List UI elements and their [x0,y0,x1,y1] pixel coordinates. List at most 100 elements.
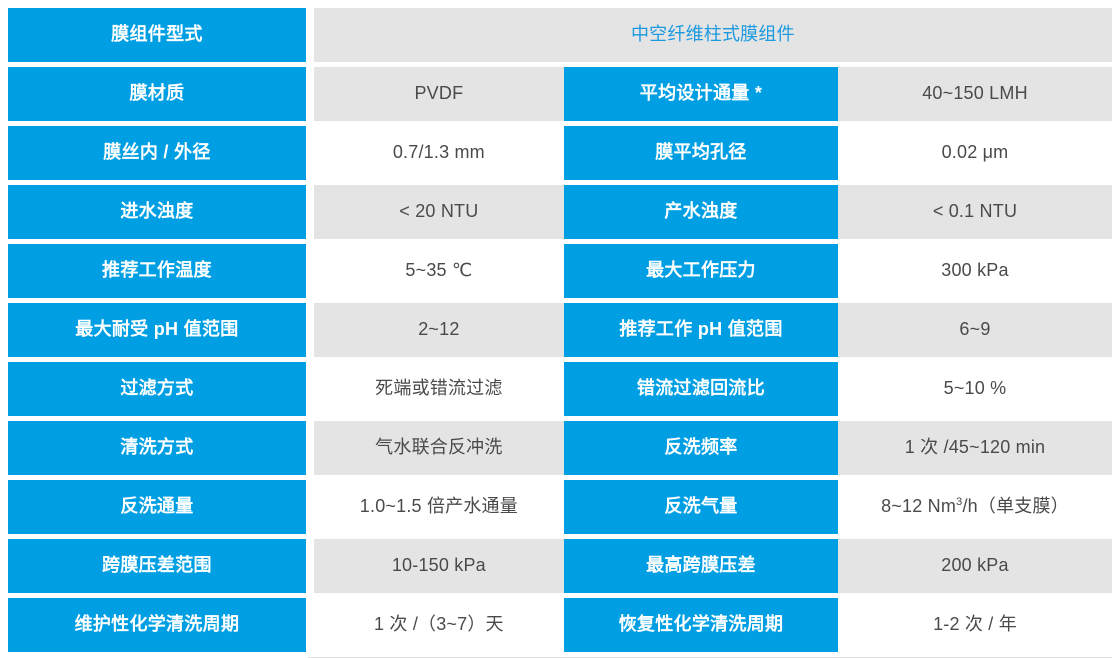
label-text: 反洗气量 [664,496,738,517]
column-gap [305,480,314,534]
label-text: 反洗通量 [120,496,194,517]
label-text: 最大耐受 pH 值范围 [75,319,239,340]
value-text: 中空纤维柱式膜组件 [630,24,795,45]
row-value-recommended-operating-temperature: 5~35 ℃ [313,244,564,298]
row-value-tmp-range: 10-150 kPa [313,539,564,593]
label-text: 膜丝内 / 外径 [103,142,211,163]
row-label-maintenance-cleaning-interval: 维护性化学清洗周期 [8,598,306,652]
row-value-membrane-module-type: 中空纤维柱式膜组件 [313,8,1112,62]
label-text: 过滤方式 [120,378,194,399]
label-text: 错流过滤回流比 [636,378,766,399]
table-row: 过滤方式 死端或错流过滤 错流过滤回流比 5~10 % [8,362,1112,416]
label-text: 进水浊度 [120,201,194,222]
table-row: 清洗方式 气水联合反冲洗 反洗频率 1 次 /45~120 min [8,421,1112,475]
column-gap [305,362,314,416]
row-value-average-pore-size: 0.02 μm [837,126,1112,180]
row-label-backwash-air-flow: 反洗气量 [563,480,838,534]
label-text: 膜材质 [129,83,185,104]
row-value-filtration-mode: 死端或错流过滤 [313,362,564,416]
row-value-permeate-turbidity: < 0.1 NTU [837,185,1112,239]
row-label-cleaning-method: 清洗方式 [8,421,306,475]
row-value-max-tolerable-ph-range: 2~12 [313,303,564,357]
row-value-max-tmp: 200 kPa [837,539,1112,593]
row-value-recovery-cleaning-interval: 1-2 次 / 年 [837,598,1112,652]
row-label-tmp-range: 跨膜压差范围 [8,539,306,593]
row-label-max-tmp: 最高跨膜压差 [563,539,838,593]
column-gap [305,126,314,180]
row-value-max-operating-pressure: 300 kPa [837,244,1112,298]
column-gap [305,8,314,62]
label-text: 反洗频率 [664,437,738,458]
column-gap [305,421,314,475]
table-row: 膜组件型式 中空纤维柱式膜组件 [8,8,1112,62]
column-gap [305,539,314,593]
label-text: 最大工作压力 [646,260,756,281]
label-text: 维护性化学清洗周期 [74,614,240,635]
row-value-average-design-flux: 40~150 LMH [837,67,1112,121]
value-text: 300 kPa [941,260,1009,281]
row-label-filtration-mode: 过滤方式 [8,362,306,416]
table-row: 反洗通量 1.0~1.5 倍产水通量 反洗气量 8~12 Nm3/h（单支膜） [8,480,1112,534]
row-label-crossflow-recirculation-ratio: 错流过滤回流比 [563,362,838,416]
table-row: 推荐工作温度 5~35 ℃ 最大工作压力 300 kPa [8,244,1112,298]
row-label-average-pore-size: 膜平均孔径 [563,126,838,180]
table-row: 维护性化学清洗周期 1 次 /（3~7）天 恢复性化学清洗周期 1-2 次 / … [8,598,1112,652]
table-row: 最大耐受 pH 值范围 2~12 推荐工作 pH 值范围 6~9 [8,303,1112,357]
label-text: 平均设计通量 * [639,83,763,104]
table-row: 进水浊度 < 20 NTU 产水浊度 < 0.1 NTU [8,185,1112,239]
value-text: 5~35 ℃ [405,260,473,281]
label-text: 推荐工作 pH 值范围 [619,319,783,340]
row-label-backwash-flux: 反洗通量 [8,480,306,534]
value-text: 40~150 LMH [922,83,1028,104]
value-text: 0.02 μm [941,142,1009,163]
column-gap [305,185,314,239]
row-value-membrane-material: PVDF [313,67,564,121]
value-text: PVDF [414,83,464,104]
row-value-backwash-flux: 1.0~1.5 倍产水通量 [313,480,564,534]
row-label-membrane-module-type: 膜组件型式 [8,8,306,62]
row-label-backwash-frequency: 反洗频率 [563,421,838,475]
value-text: 10-150 kPa [391,555,486,576]
row-label-fiber-inner-outer-diameter: 膜丝内 / 外径 [8,126,306,180]
row-value-recommended-ph-range: 6~9 [837,303,1112,357]
value-text: 气水联合反冲洗 [375,437,503,458]
column-gap [305,598,314,652]
value-text: 200 kPa [941,555,1009,576]
row-label-max-tolerable-ph-range: 最大耐受 pH 值范围 [8,303,306,357]
column-gap [305,303,314,357]
value-text: 1 次 /45~120 min [904,437,1046,458]
label-text: 恢复性化学清洗周期 [618,614,784,635]
value-text: < 20 NTU [399,201,479,222]
row-label-permeate-turbidity: 产水浊度 [563,185,838,239]
table-row: 膜丝内 / 外径 0.7/1.3 mm 膜平均孔径 0.02 μm [8,126,1112,180]
value-text: 1 次 /（3~7）天 [374,614,504,635]
label-text: 清洗方式 [120,437,194,458]
value-text: 2~12 [418,319,460,340]
value-text: 死端或错流过滤 [375,378,503,399]
table-row: 跨膜压差范围 10-150 kPa 最高跨膜压差 200 kPa [8,539,1112,593]
column-gap [305,244,314,298]
label-text: 推荐工作温度 [102,260,212,281]
row-value-crossflow-recirculation-ratio: 5~10 % [837,362,1112,416]
row-label-recommended-operating-temperature: 推荐工作温度 [8,244,306,298]
label-text: 产水浊度 [664,201,738,222]
row-value-fiber-inner-outer-diameter: 0.7/1.3 mm [313,126,564,180]
row-value-cleaning-method: 气水联合反冲洗 [313,421,564,475]
label-text: 膜平均孔径 [655,142,747,163]
row-label-recommended-ph-range: 推荐工作 pH 值范围 [563,303,838,357]
value-text: 8~12 Nm3/h（单支膜） [881,496,1069,517]
value-text: 6~9 [959,319,991,340]
label-text: 膜组件型式 [111,24,203,45]
row-value-maintenance-cleaning-interval: 1 次 /（3~7）天 [313,598,564,652]
value-text: 1-2 次 / 年 [933,614,1017,635]
row-value-backwash-air-flow: 8~12 Nm3/h（单支膜） [837,480,1112,534]
row-label-average-design-flux: 平均设计通量 * [563,67,838,121]
value-text: 0.7/1.3 mm [392,142,485,163]
row-label-membrane-material: 膜材质 [8,67,306,121]
label-text: 最高跨膜压差 [646,555,756,576]
table-row: 膜材质 PVDF 平均设计通量 * 40~150 LMH [8,67,1112,121]
label-text: 跨膜压差范围 [102,555,212,576]
row-value-feed-turbidity: < 20 NTU [313,185,564,239]
value-text: < 0.1 NTU [932,201,1018,222]
